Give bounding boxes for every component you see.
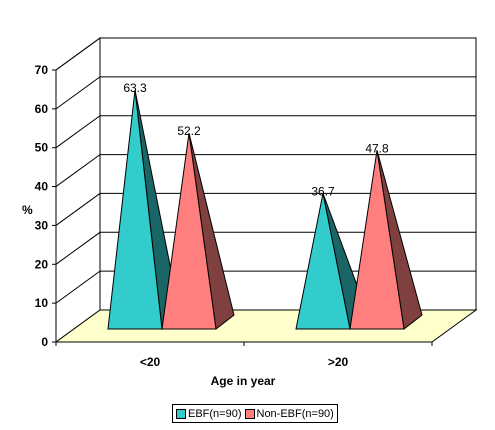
legend-swatch-non-ebf: [244, 408, 255, 419]
data-labels: 63.3 52.2 36.7 47.8: [123, 81, 389, 198]
y-tick-label: 60: [35, 102, 49, 116]
legend-label-ebf: EBF(n=90): [188, 407, 242, 420]
legend-item-non-ebf: Non-EBF(n=90): [244, 407, 334, 420]
gridlines: [55, 37, 476, 304]
x-tick-label: >20: [328, 355, 349, 369]
x-tick-label: <20: [140, 355, 161, 369]
legend: EBF(n=90) Non-EBF(n=90): [172, 404, 338, 423]
y-tick-label: 50: [35, 141, 49, 155]
y-tick-label: 40: [35, 180, 49, 194]
legend-item-ebf: EBF(n=90): [176, 408, 242, 420]
gridline: [55, 154, 476, 187]
gridline: [55, 115, 476, 149]
y-tick-label: 10: [35, 296, 49, 310]
y-tick-label: 30: [35, 218, 49, 232]
data-label: 52.2: [177, 124, 201, 138]
gridline: [55, 76, 476, 110]
gridline: [55, 231, 476, 265]
pyramid-front-face: [295, 193, 351, 330]
y-tick-label: 0: [41, 335, 48, 349]
y-axis: 0 10 20 30 40 50 60 70: [35, 63, 57, 349]
legend-swatch-ebf: [176, 408, 186, 419]
x-axis: <20 >20: [55, 341, 433, 369]
pyramid-front-face: [161, 133, 217, 330]
pyramid-front-face: [107, 89, 163, 330]
y-tick-label: 20: [35, 257, 49, 271]
data-label: 63.3: [123, 81, 147, 95]
gridline: [55, 37, 476, 71]
side-wall: [55, 37, 101, 343]
pyramid-front-face: [349, 150, 405, 330]
data-label: 36.7: [311, 184, 335, 198]
x-axis-title: Age in year: [211, 374, 276, 388]
gridline: [55, 192, 476, 226]
y-tick-label: 70: [35, 63, 49, 77]
y-axis-title: %: [22, 203, 33, 217]
legend-label-non-ebf: Non-EBF(n=90): [256, 407, 334, 420]
data-label: 47.8: [365, 141, 389, 155]
pyramids: [107, 89, 423, 330]
